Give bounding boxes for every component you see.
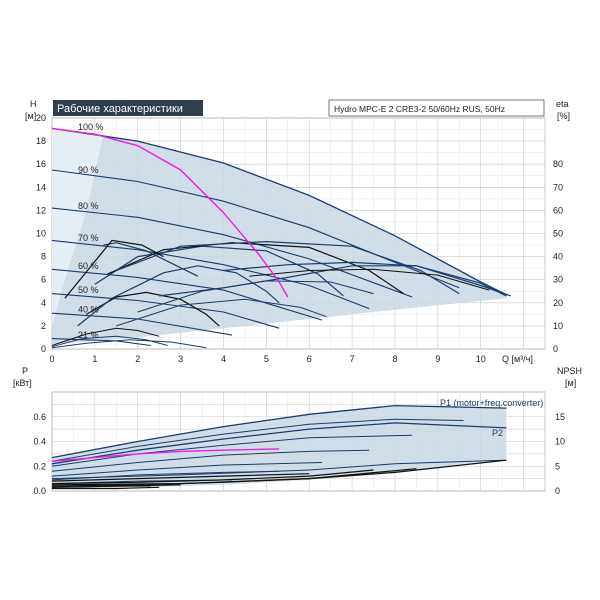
npsh-curve (51, 473, 310, 482)
p1-label: P1 (motor+freq.converter) (440, 398, 543, 408)
top-y-tick-label: 2 (41, 321, 46, 331)
highlight-power-curve (51, 448, 280, 462)
top-x-tick-label: 7 (350, 354, 355, 364)
npsh-curve (51, 468, 417, 487)
efficiency-curve (107, 242, 404, 295)
speed-label: 21 % (78, 330, 99, 340)
top-ylabel-right: eta (556, 99, 569, 109)
bottom-y-right-tick-label: 15 (555, 412, 565, 422)
power-curve (51, 459, 507, 480)
efficiency-curve (51, 339, 207, 349)
top-y-right-tick-label: 70 (553, 182, 563, 192)
top-y-right-tick-label: 50 (553, 229, 563, 239)
top-x-tick-label: 10 (476, 354, 486, 364)
bottom-y-right-tick-label: 5 (555, 461, 560, 471)
top-x-tick-label: 8 (392, 354, 397, 364)
power-curve (51, 434, 413, 467)
power-curve (51, 449, 370, 472)
top-y-right-tick-label: 40 (553, 252, 563, 262)
speed-curve-60pct (51, 268, 323, 321)
bottom-yunit-right: [м] (565, 378, 576, 388)
top-y-right-tick-label: 80 (553, 159, 563, 169)
top-y-tick-label: 16 (36, 159, 46, 169)
p2-curve (51, 422, 507, 465)
bottom-plot-area: P1 (motor+freq.converter) P2 0.0 0.2 0.4 0.6 0… (33, 391, 565, 496)
speed-curve-90pct (51, 169, 460, 289)
top-y-tick-label: 6 (41, 275, 46, 285)
top-y-right-tick-label: 60 (553, 205, 563, 215)
band-highlight (52, 128, 104, 326)
npsh-curve (51, 484, 181, 488)
speed-label: 90 % (78, 165, 99, 175)
speed-curve-100pct (51, 127, 507, 296)
speed-label: 70 % (78, 233, 99, 243)
speed-curve-80pct (51, 207, 413, 298)
speed-curve-70pct (51, 239, 370, 310)
subtitle-box (328, 99, 545, 117)
top-y-tick-label: 10 (36, 229, 46, 239)
top-y-right-tick-label: 30 (553, 275, 563, 285)
bottom-yunit: [кВт] (13, 378, 32, 388)
top-y-tick-label: 18 (36, 136, 46, 146)
efficiency-curve (51, 327, 160, 346)
speed-label: 80 % (78, 201, 99, 211)
efficiency-curve (77, 265, 280, 327)
p2-label: P2 (492, 428, 503, 438)
highlight-curve (51, 127, 289, 298)
top-y-tick-label: 20 (36, 113, 46, 123)
top-y-right-tick-label: 10 (553, 321, 563, 331)
bottom-ylabel: P (22, 366, 28, 376)
top-x-tick-label: 2 (135, 354, 140, 364)
chart-title: Рабочие характеристики (57, 103, 183, 115)
bottom-y-tick-label: 0.2 (33, 461, 46, 471)
bottom-y-tick-label: 0.6 (33, 412, 46, 422)
power-curve (51, 418, 464, 462)
power-curve (51, 462, 323, 477)
speed-curve-50pct (51, 293, 280, 329)
top-x-tick-label: 9 (435, 354, 440, 364)
power-range-band (52, 405, 507, 489)
top-x-tick-label: 6 (307, 354, 312, 364)
efficiency-curve (51, 335, 168, 348)
speed-label: 40 % (78, 305, 99, 315)
efficiency-curve (94, 245, 344, 297)
speed-label: 50 % (78, 285, 99, 295)
npsh-curve (52, 486, 160, 490)
top-x-tick-label: 4 (221, 354, 226, 364)
top-y-tick-label: 4 (41, 298, 46, 308)
top-yunit: [м] (25, 111, 36, 121)
top-yunit-right: [%] (557, 111, 570, 121)
speed-label: 60 % (78, 261, 99, 271)
top-x-tick-label: 5 (264, 354, 269, 364)
top-plot-area: 100 %90 %80 %70 %60 %50 %40 %21 %0 1 2 3 4 5 6… (36, 113, 563, 364)
title-banner (53, 100, 203, 116)
efficiency-curve (137, 280, 374, 313)
top-x-tick-label: 3 (178, 354, 183, 364)
npsh-curve (51, 469, 374, 485)
top-x-tick-label: 1 (92, 354, 97, 364)
top-y-right-tick-label: 0 (553, 344, 558, 354)
speed-label: 100 % (78, 122, 104, 132)
top-x-axis-label: Q [м³/ч] (502, 354, 533, 364)
bottom-ylabel-right: NPSH (557, 366, 582, 376)
efficiency-curve (249, 268, 490, 291)
top-y-tick-label: 8 (41, 252, 46, 262)
top-y-tick-label: 14 (36, 182, 46, 192)
p1-curve (51, 404, 507, 459)
top-x-tick-label: 0 (49, 354, 54, 364)
efficiency-curve (116, 298, 327, 327)
efficiency-curve (223, 261, 507, 297)
bottom-y-right-tick-label: 10 (555, 437, 565, 447)
top-y-right-tick-label: 20 (553, 298, 563, 308)
top-ylabel: H (30, 99, 37, 109)
chart-subtitle: Hydro MPC-E 2 CRE3-2 50/60Hz RUS, 50Hz (334, 104, 505, 114)
efficiency-curve (64, 239, 164, 299)
bottom-y-right-tick-label: 0 (555, 486, 560, 496)
bottom-y-tick-label: 0.4 (33, 437, 46, 447)
top-y-tick-label: 0 (41, 344, 46, 354)
bottom-y-tick-label: 0.0 (33, 486, 46, 496)
top-y-tick-label: 12 (36, 205, 46, 215)
